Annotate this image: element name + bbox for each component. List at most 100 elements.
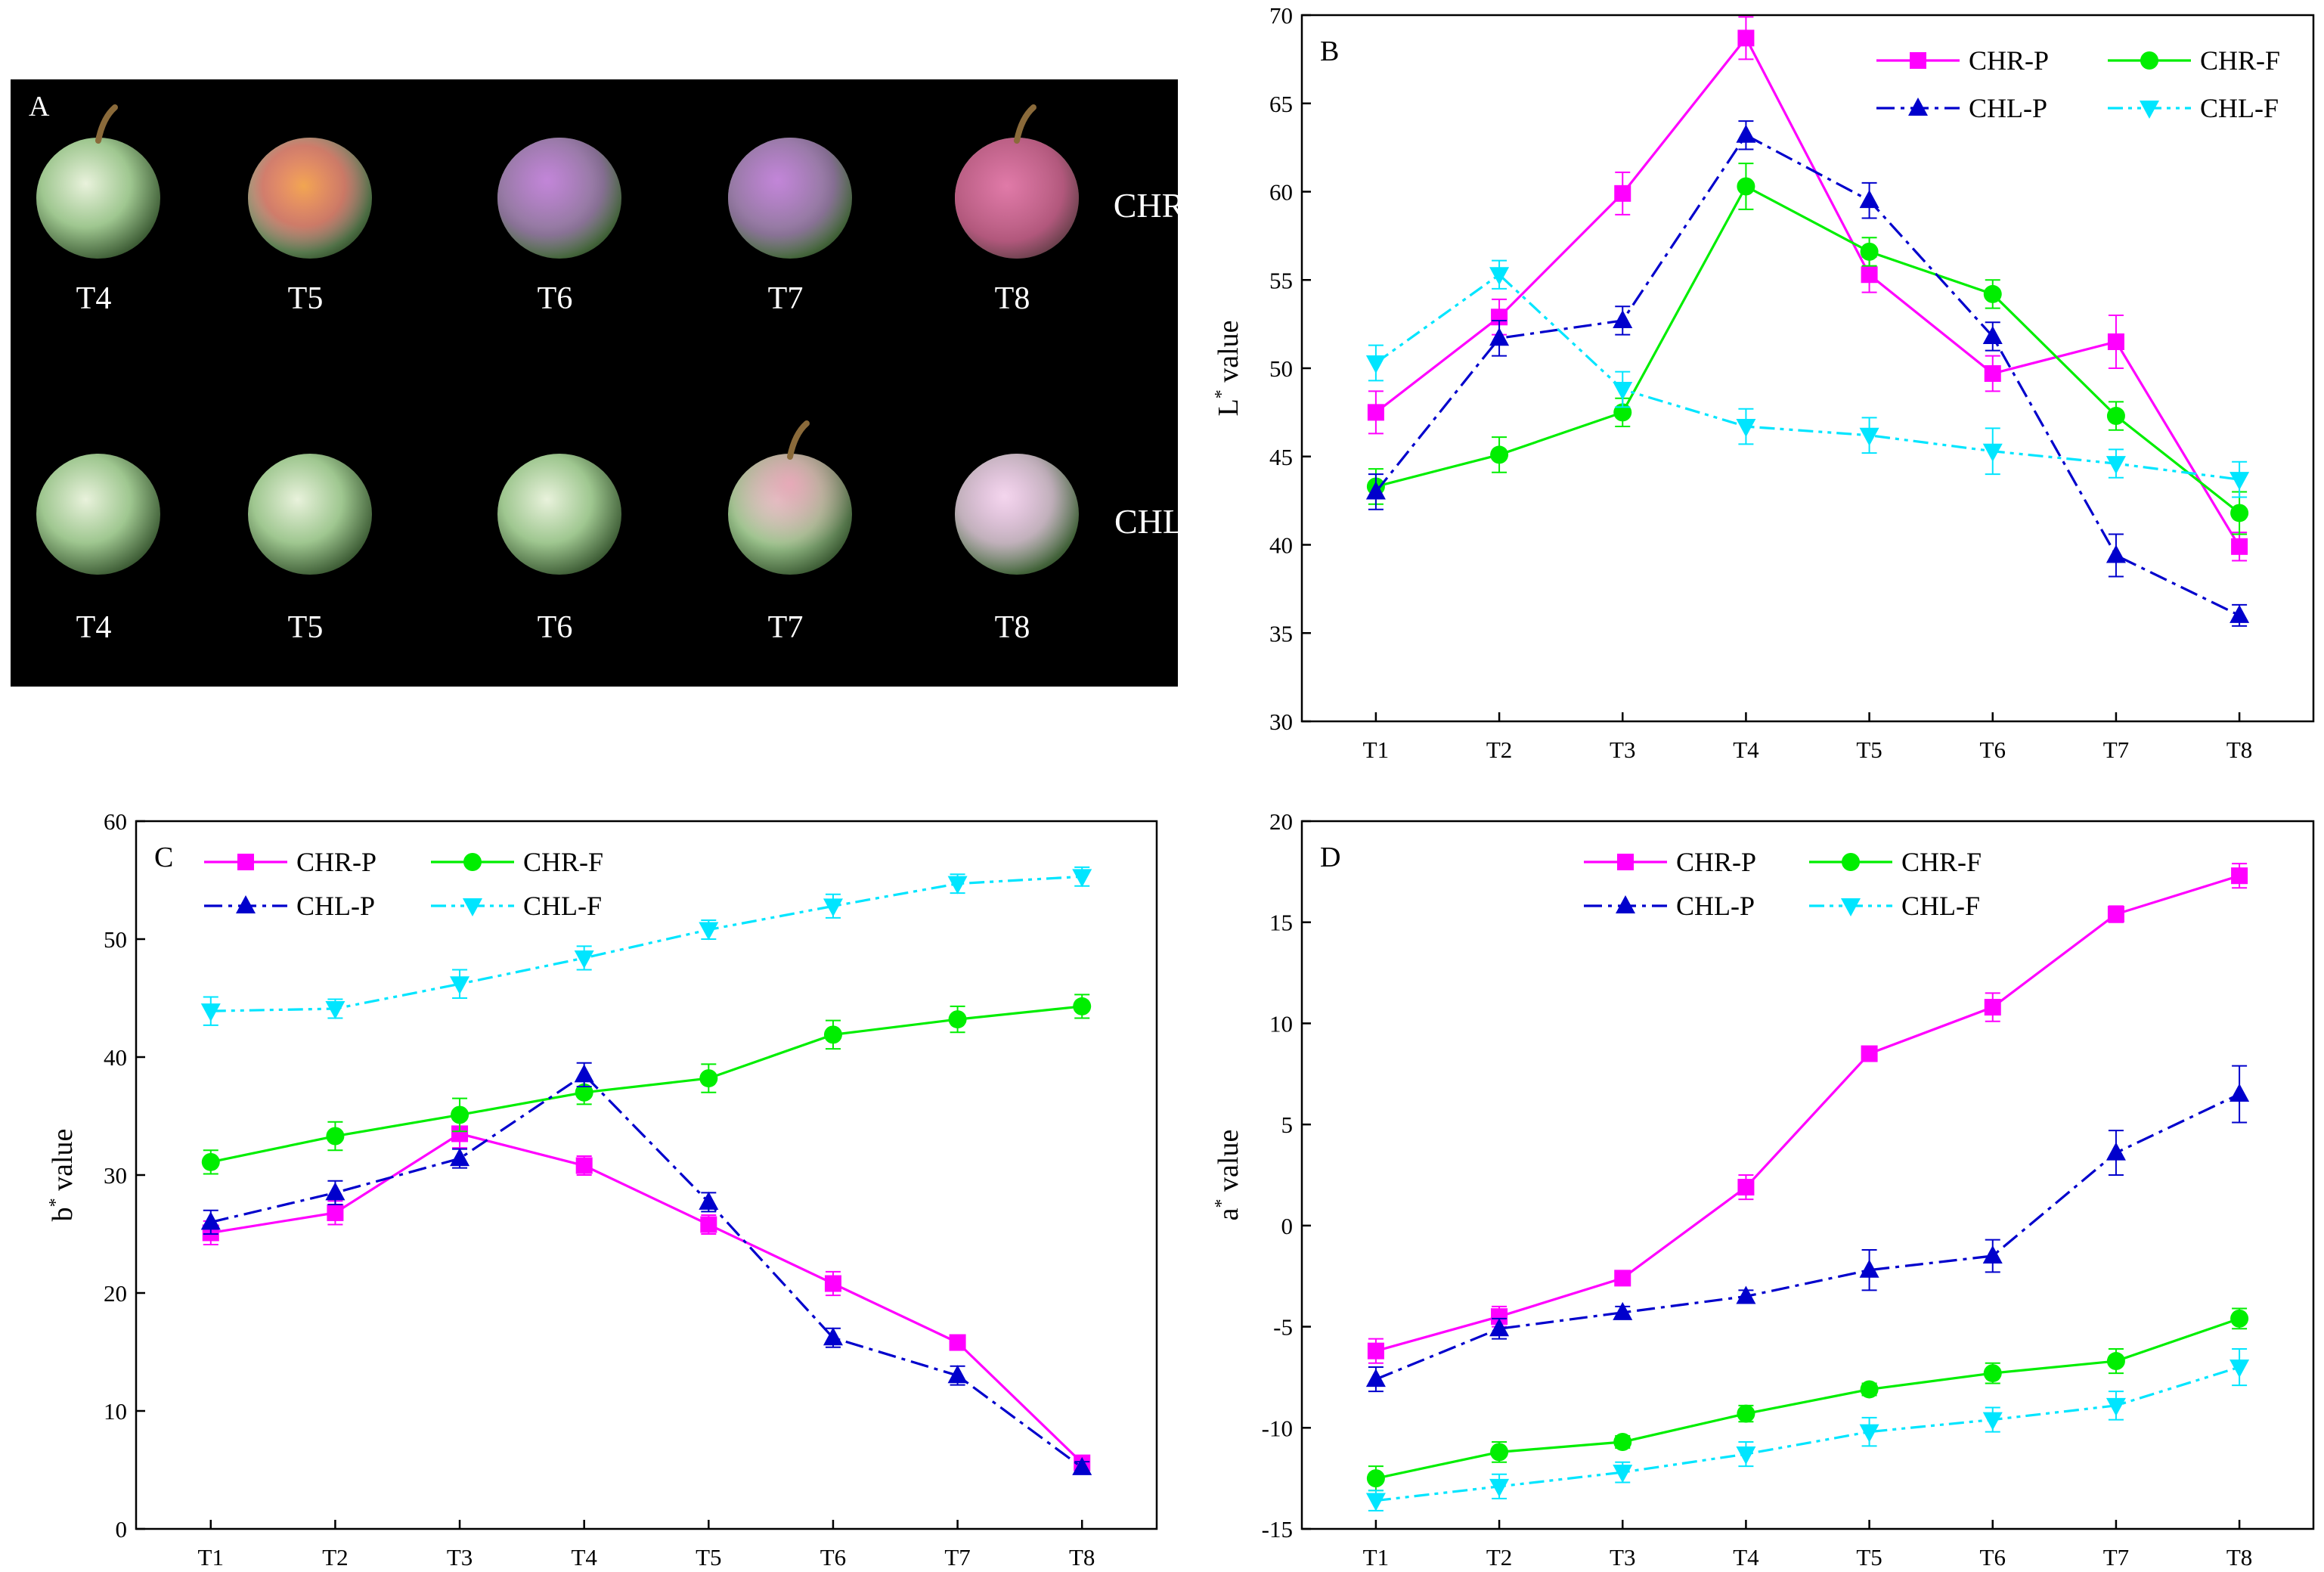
stage-label: T7 bbox=[768, 610, 804, 645]
legend-label: CHL-F bbox=[523, 891, 602, 921]
data-point bbox=[1737, 29, 1755, 47]
x-tick-label: T4 bbox=[1733, 1544, 1759, 1570]
x-tick-label: T5 bbox=[1856, 1544, 1882, 1570]
series-line bbox=[1374, 36, 2241, 547]
series-line bbox=[1374, 133, 2240, 617]
legend-item-chl-f: CHL-F bbox=[1809, 891, 1980, 921]
data-point bbox=[2107, 906, 2124, 923]
x-tick-label: T8 bbox=[1069, 1544, 1095, 1570]
stage-label: T8 bbox=[995, 610, 1030, 645]
fruit-chl-t5: T5 bbox=[248, 454, 372, 645]
data-point bbox=[949, 1334, 966, 1351]
plot-frame bbox=[135, 820, 1158, 1530]
cultivar-label: CHR bbox=[1114, 186, 1185, 225]
y-tick-label: -10 bbox=[1262, 1415, 1293, 1441]
data-point bbox=[2230, 1309, 2249, 1328]
legend-marker bbox=[237, 854, 254, 870]
stage-label: T4 bbox=[76, 281, 112, 316]
y-tick-label: -5 bbox=[1273, 1314, 1293, 1341]
x-tick-label: T1 bbox=[1363, 1544, 1389, 1570]
data-point bbox=[1489, 327, 1510, 346]
legend-item-chl-p: CHL-P bbox=[204, 891, 375, 921]
data-point bbox=[450, 1148, 470, 1167]
y-tick-label: 70 bbox=[1269, 2, 1293, 29]
data-point bbox=[1736, 1446, 1756, 1465]
stage-label: T4 bbox=[76, 610, 112, 645]
y-tick-label: 45 bbox=[1269, 444, 1293, 470]
data-point bbox=[2231, 867, 2248, 885]
fruit-chr-t5: T5 bbox=[248, 138, 372, 316]
series-line bbox=[1375, 184, 2241, 514]
data-point bbox=[1984, 999, 2001, 1016]
y-tick-label: 10 bbox=[1269, 1010, 1293, 1037]
legend-item-chl-f: CHL-F bbox=[431, 891, 602, 921]
legend-item-chr-f: CHR-F bbox=[2108, 45, 2280, 76]
data-point bbox=[1982, 443, 2003, 462]
y-axis-label: a* value bbox=[1212, 1130, 1244, 1221]
data-point bbox=[2231, 538, 2248, 555]
y-tick-label: 15 bbox=[1269, 910, 1293, 936]
legend-label: CHR-F bbox=[2200, 45, 2280, 76]
data-point bbox=[1860, 242, 1879, 261]
legend-marker bbox=[1910, 52, 1926, 69]
legend-label: CHR-F bbox=[1901, 847, 1982, 877]
data-point bbox=[1490, 1443, 1509, 1462]
data-point bbox=[823, 898, 843, 917]
data-point bbox=[1072, 1456, 1092, 1475]
data-point bbox=[1984, 365, 2001, 383]
data-point bbox=[326, 1127, 345, 1146]
fruit-chr-t7: T7 bbox=[728, 138, 852, 316]
data-point bbox=[1365, 1369, 1386, 1388]
data-point bbox=[699, 1191, 719, 1210]
series-line bbox=[1375, 1366, 2240, 1502]
data-point bbox=[1365, 481, 1386, 500]
data-point bbox=[1365, 1493, 1386, 1512]
data-point bbox=[2106, 456, 2126, 475]
series-chr-f bbox=[1366, 1307, 2249, 1492]
legend-item-chl-p: CHL-P bbox=[1876, 93, 2047, 123]
legend-marker bbox=[463, 853, 482, 871]
x-tick-label: T3 bbox=[1610, 1544, 1635, 1570]
stage-label: T5 bbox=[288, 281, 324, 316]
data-point bbox=[1983, 284, 2002, 303]
x-tick-label: T1 bbox=[198, 1544, 224, 1570]
x-tick-label: T7 bbox=[2103, 1544, 2129, 1570]
data-point bbox=[200, 1003, 221, 1022]
legend-item-chr-p: CHR-P bbox=[1584, 847, 1756, 877]
data-point bbox=[1737, 177, 1755, 196]
y-tick-label: 5 bbox=[1281, 1112, 1294, 1138]
data-point bbox=[2229, 604, 2250, 623]
stage-label: T7 bbox=[768, 281, 804, 316]
legend-label: CHR-F bbox=[523, 847, 603, 877]
data-point bbox=[699, 1069, 718, 1088]
data-point bbox=[2106, 1397, 2126, 1416]
legend-label: CHL-P bbox=[1676, 891, 1755, 921]
x-tick-label: T4 bbox=[1733, 736, 1759, 763]
data-point bbox=[1073, 997, 1092, 1015]
data-point bbox=[574, 1064, 594, 1083]
y-tick-label: 20 bbox=[1269, 808, 1293, 835]
x-tick-label: T3 bbox=[1610, 736, 1635, 763]
x-tick-label: T4 bbox=[571, 1544, 597, 1570]
panel-b-l-value-chart: B 30 35 40 45 50 55 60 65 70 T1 T2 T3 T4 T5 T6 T7 T8 L* va… bbox=[1212, 2, 2315, 763]
series-chl-f bbox=[1365, 259, 2250, 498]
data-point bbox=[327, 1204, 344, 1221]
stage-label: T8 bbox=[995, 281, 1030, 316]
stage-label: T6 bbox=[538, 610, 573, 645]
y-tick-label: 55 bbox=[1269, 267, 1293, 293]
x-tick-label: T6 bbox=[1980, 1544, 2006, 1570]
legend: CHR-P CHR-F CHL-P CHL-F bbox=[1584, 847, 1982, 921]
series-line bbox=[1375, 1317, 2240, 1480]
legend-label: CHR-P bbox=[296, 847, 376, 877]
series-line bbox=[210, 1005, 1083, 1164]
data-point bbox=[948, 1010, 967, 1029]
data-point bbox=[2229, 1084, 2250, 1102]
panel-label: D bbox=[1320, 842, 1340, 873]
legend-item-chr-p: CHR-P bbox=[204, 847, 376, 877]
y-tick-label: 30 bbox=[104, 1162, 127, 1189]
x-tick-label: T5 bbox=[1856, 736, 1882, 763]
legend-label: CHR-P bbox=[1676, 847, 1756, 877]
x-tick-label: T2 bbox=[1486, 736, 1512, 763]
panel-label: C bbox=[154, 842, 173, 873]
data-point bbox=[1366, 1469, 1385, 1488]
